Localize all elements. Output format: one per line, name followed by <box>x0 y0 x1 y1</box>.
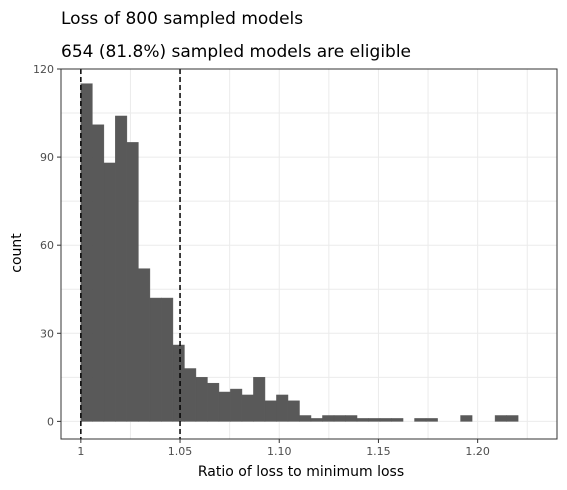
histogram-bar <box>207 382 220 422</box>
histogram-bar <box>253 377 266 422</box>
y-tick-label: 30 <box>40 327 54 340</box>
histogram-bar <box>115 115 128 422</box>
panel-border <box>60 68 558 440</box>
x-tick-label: 1.05 <box>168 445 193 458</box>
histogram-bar <box>184 368 197 422</box>
histogram-bar <box>414 418 427 422</box>
x-tick-label: 1.10 <box>267 445 292 458</box>
x-tick-label: 1.15 <box>366 445 391 458</box>
histogram-bar <box>299 415 312 422</box>
histogram-bar <box>494 415 507 422</box>
chart-subtitle: 654 (81.8%) sampled models are eligible <box>61 42 411 62</box>
y-tick-label: 120 <box>33 63 54 76</box>
histogram-bar <box>333 415 346 422</box>
histogram-bar <box>172 344 185 422</box>
x-tick-label: 1 <box>77 445 84 458</box>
histogram-bar <box>391 418 404 422</box>
histogram-bar <box>92 124 105 422</box>
histogram-bar <box>287 400 300 422</box>
chart-title: Loss of 800 sampled models <box>61 9 303 29</box>
histogram-bar <box>425 418 438 422</box>
y-tick-label: 0 <box>47 415 54 428</box>
histogram-bar <box>126 142 139 422</box>
histogram-bar <box>264 400 277 422</box>
histogram-bar <box>310 418 323 422</box>
histogram-bar <box>368 418 381 422</box>
x-tick-label: 1.20 <box>465 445 490 458</box>
histogram-bars <box>80 83 519 422</box>
histogram-bar <box>161 297 174 422</box>
y-tick-label: 90 <box>40 151 54 164</box>
histogram-bar <box>276 394 289 422</box>
histogram-bar <box>80 83 93 422</box>
histogram-bar <box>379 418 392 422</box>
histogram-bar <box>356 418 369 422</box>
y-axis-title: count <box>9 233 25 273</box>
histogram-bar <box>149 297 162 422</box>
x-axis-ticks: 1 1.05 1.10 1.15 1.20 <box>77 439 490 458</box>
reference-lines <box>80 69 181 439</box>
histogram-bar <box>230 388 243 422</box>
histogram-bar <box>103 162 116 422</box>
histogram-bar <box>460 415 473 422</box>
histogram-bar <box>241 394 254 422</box>
histogram-bar <box>506 415 519 422</box>
histogram-bar <box>195 377 208 422</box>
histogram-bar <box>218 391 231 422</box>
x-axis-title: Ratio of loss to minimum loss <box>198 464 404 480</box>
y-axis-ticks: 0 30 60 90 120 <box>33 63 61 428</box>
histogram-bar <box>322 415 335 422</box>
histogram-bar <box>138 268 151 422</box>
histogram-bar <box>345 415 358 422</box>
y-tick-label: 60 <box>40 239 54 252</box>
